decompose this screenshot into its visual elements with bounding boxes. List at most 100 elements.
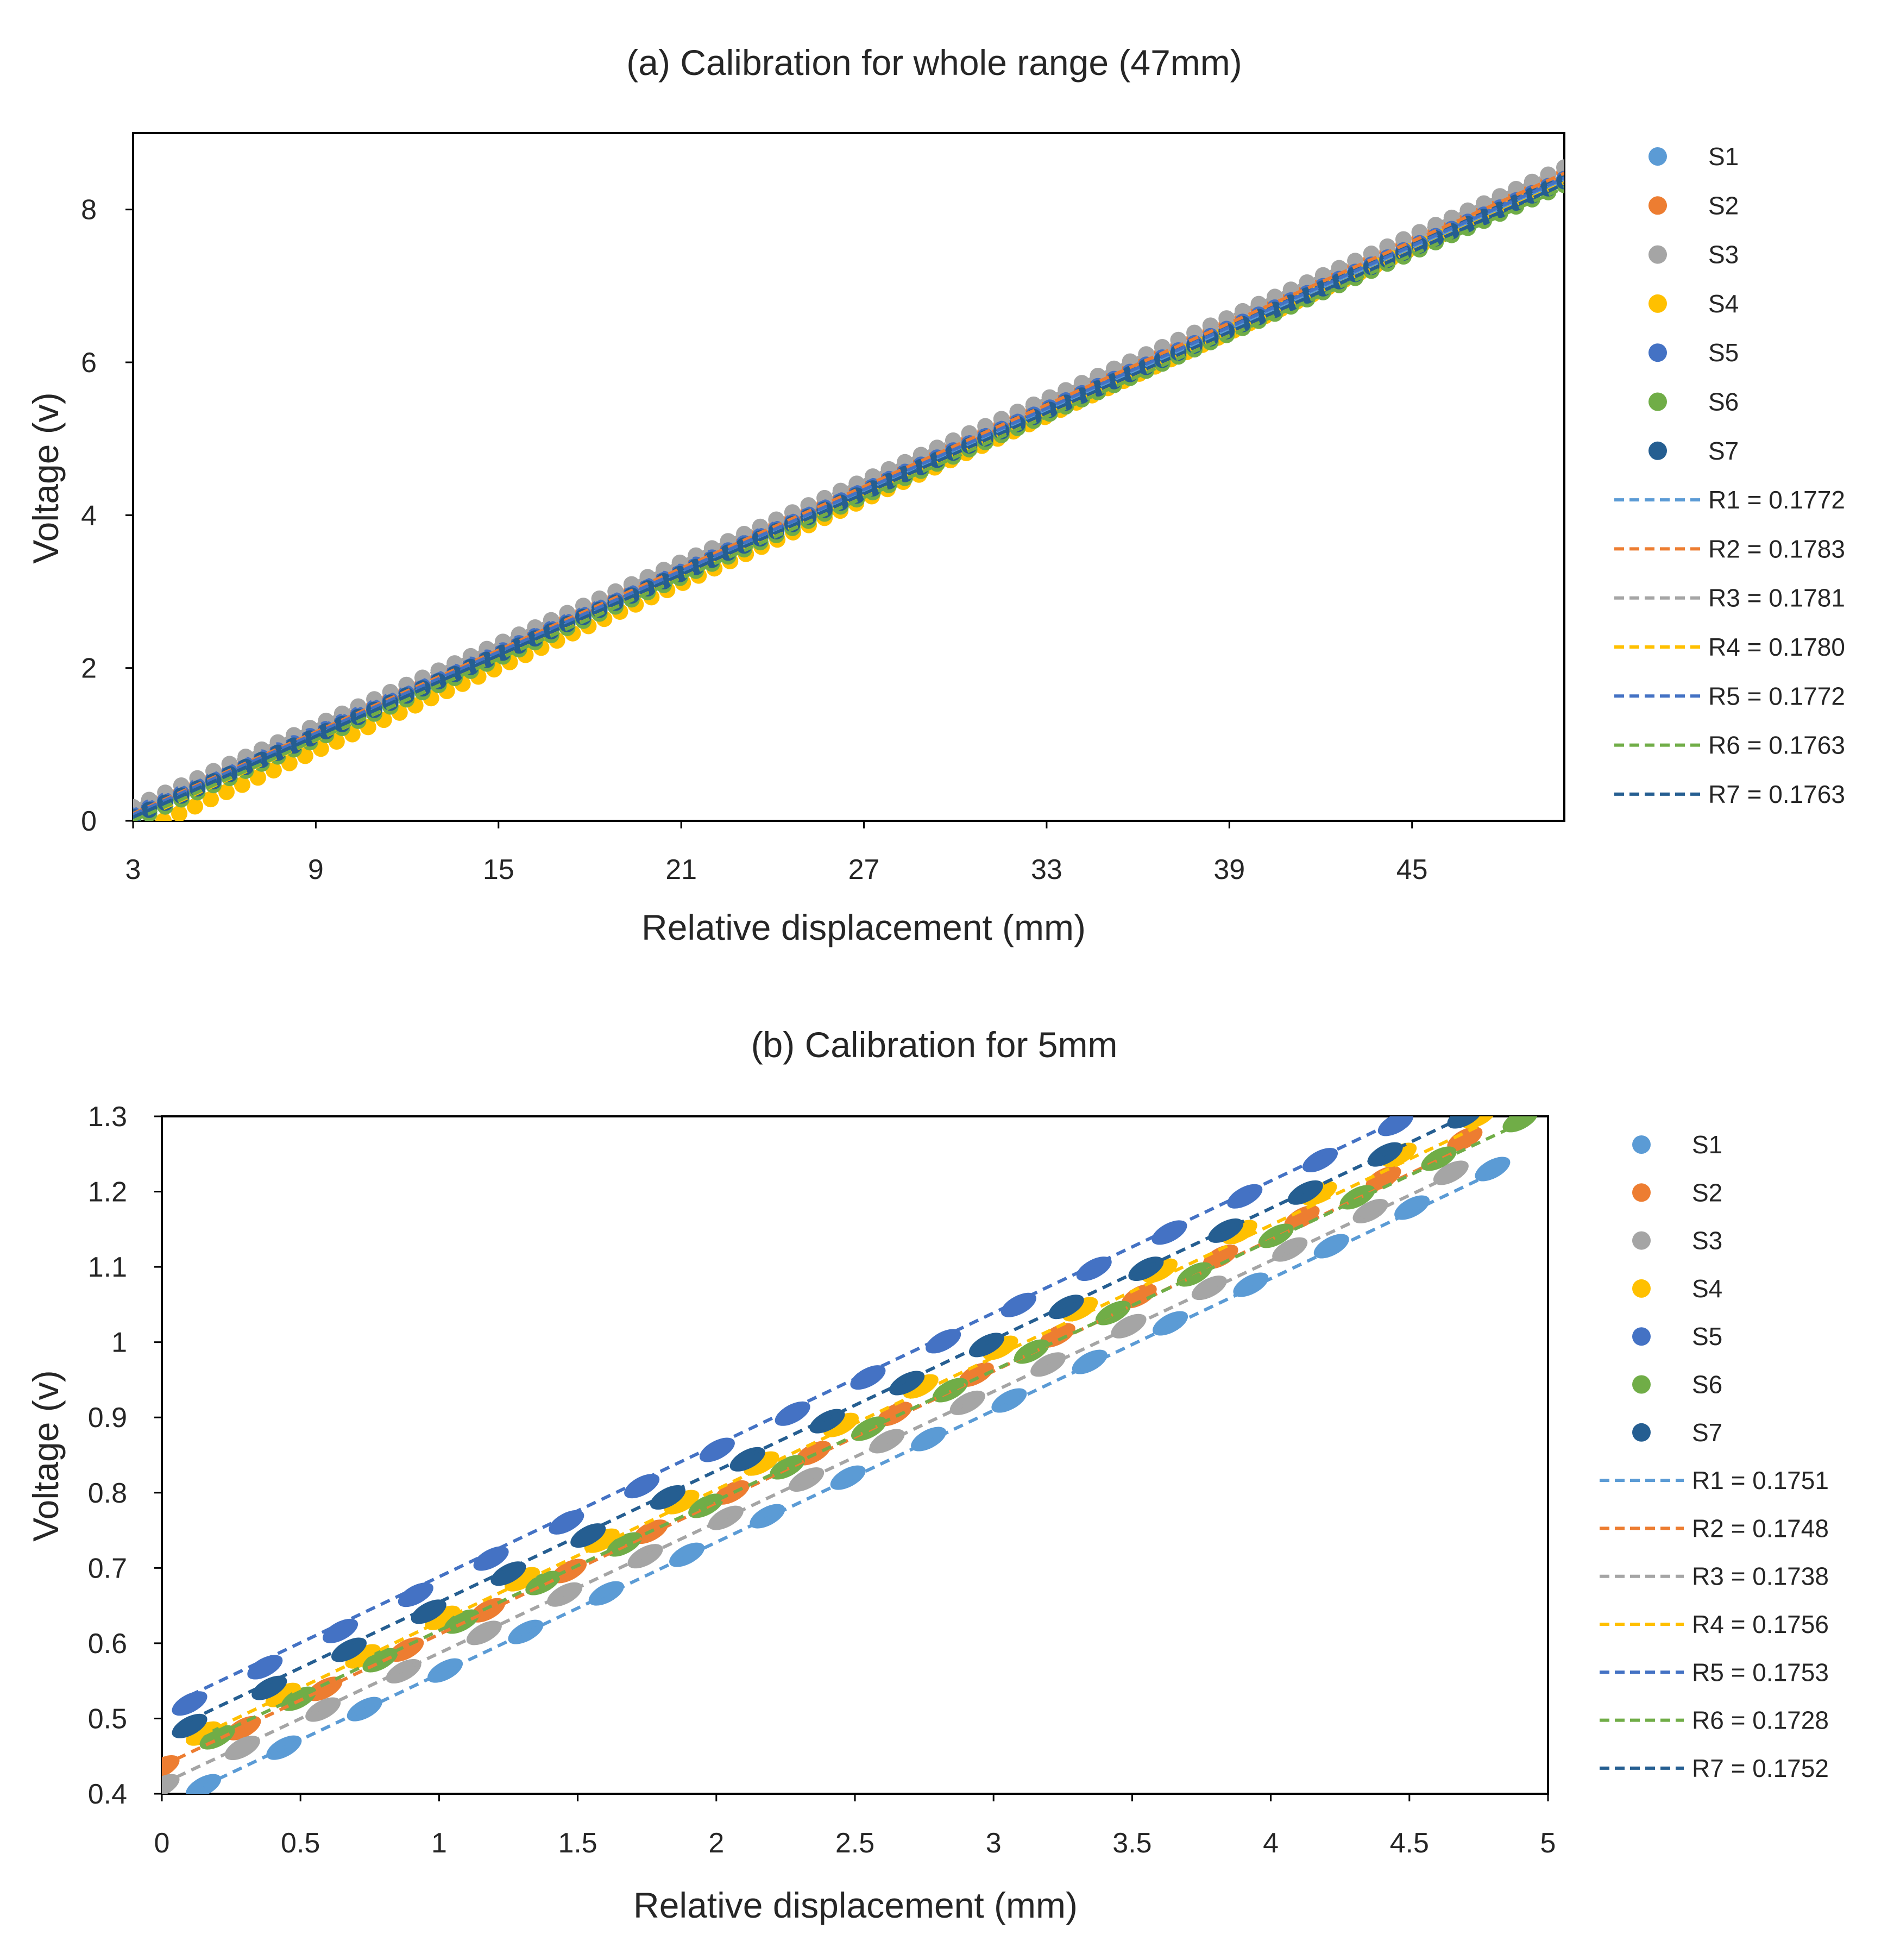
chart-b-title: (b) Calibration for 5mm (751, 1025, 1118, 1065)
data-point-S5 (1076, 1257, 1112, 1281)
legend-label-S2: S2 (1692, 1178, 1722, 1207)
x-tick-label: 0.5 (281, 1827, 320, 1859)
legend-marker-S5 (1632, 1327, 1651, 1346)
y-tick-label: 1.1 (88, 1252, 127, 1283)
data-point-S4 (187, 798, 204, 815)
data-point-S7 (809, 1409, 845, 1434)
legend-label-S6: S6 (1692, 1371, 1722, 1399)
legend-fit-label-7: R7 = 0.1763 (1708, 780, 1845, 808)
legend-fit-label-2: R2 = 0.1783 (1708, 535, 1845, 563)
legend-fit-label-1: R1 = 0.1751 (1692, 1466, 1829, 1494)
y-tick-label: 1.3 (88, 1101, 127, 1133)
data-point-S4 (155, 813, 172, 821)
legend-label-S3: S3 (1708, 241, 1739, 269)
data-point-S7 (570, 1523, 606, 1548)
legend-marker-S7 (1632, 1423, 1651, 1442)
data-point-S4 (265, 762, 282, 779)
y-tick-label: 0.7 (88, 1553, 127, 1584)
fit-line-1 (203, 1171, 1494, 1788)
chart-a-y-ticks: 0 2 4 6 8 (81, 194, 133, 837)
data-point-S4 (234, 776, 250, 793)
data-point-S2 (1284, 1205, 1320, 1230)
data-point-S7 (968, 1333, 1004, 1358)
chart-a-y-axis-title: Voltage (v) (26, 392, 66, 564)
data-point-S2 (162, 1755, 180, 1780)
data-point-S2 (1366, 1166, 1401, 1191)
chart-a-title: (a) Calibration for whole range (47mm) (626, 42, 1242, 83)
data-point-S7 (253, 751, 270, 768)
data-point-S3 (1433, 1160, 1469, 1185)
legend-label-S2: S2 (1708, 191, 1739, 219)
chart-b-legend: S1 S2 S3 S4 S5 S6 S7 R1 = 0.1751 R2 = 0.1748 R3 =… (1600, 1130, 1829, 1782)
data-point-S4 (218, 783, 235, 800)
legend-marker-S6 (1632, 1375, 1651, 1394)
chart-b: (b) Calibration for 5mm 0 0.5 1 1.5 2 2.5 3 3.5… (26, 1025, 1829, 1925)
x-tick-label: 1.5 (558, 1827, 597, 1859)
legend-label-S4: S4 (1692, 1274, 1722, 1303)
fit-line-3 (162, 1174, 1452, 1786)
chart-b-y-ticks: 0.4 0.5 0.6 0.7 0.8 0.9 1 1.1 1.2 1.3 (88, 1101, 162, 1810)
data-point-S7 (1556, 173, 1564, 190)
legend-label-S3: S3 (1692, 1227, 1722, 1255)
data-point-S5 (775, 1401, 810, 1426)
data-point-S5 (624, 1474, 660, 1499)
data-point-S7 (411, 1599, 446, 1624)
fit-line-3 (133, 165, 1564, 808)
legend-marker-S4 (1632, 1279, 1651, 1298)
fit-line-7 (133, 182, 1564, 819)
y-tick-label: 8 (81, 194, 97, 226)
data-point-S4 (664, 1490, 700, 1515)
fit-line-5 (133, 177, 1564, 816)
legend-marker-S5 (1648, 343, 1667, 362)
data-point-S2 (1121, 1284, 1157, 1309)
data-point-S7 (172, 1713, 207, 1738)
x-tick-label: 27 (848, 854, 880, 885)
data-point-S1 (1475, 1157, 1511, 1182)
legend-marker-S1 (1648, 147, 1667, 166)
data-point-S3 (1111, 1314, 1147, 1339)
chart-a-legend: S1 S2 S3 S4 S5 S6 S7 R1 = 0.1772 R2 = 0.1783 R3 =… (1614, 142, 1845, 808)
x-tick-label: 3 (125, 854, 141, 885)
legend-marker-S3 (1648, 245, 1667, 264)
legend-marker-S2 (1648, 196, 1667, 215)
y-tick-label: 0 (81, 806, 97, 837)
data-point-S5 (549, 1510, 584, 1535)
data-point-S1 (1072, 1349, 1108, 1374)
legend-fit-label-7: R7 = 0.1752 (1692, 1754, 1829, 1782)
data-point-S4 (171, 805, 188, 821)
fit-line-6 (133, 186, 1564, 821)
data-point-S4 (202, 791, 219, 808)
data-point-S7 (490, 1561, 526, 1586)
chart-b-plot-area (161, 1115, 1549, 1795)
legend-label-S5: S5 (1708, 338, 1739, 367)
x-tick-label: 45 (1396, 854, 1428, 885)
y-tick-label: 0.4 (88, 1779, 127, 1810)
fit-line-4 (203, 1125, 1480, 1736)
x-tick-label: 33 (1031, 854, 1062, 885)
chart-a-x-ticks: 3 9 15 21 27 33 39 45 (125, 821, 1428, 885)
legend-fit-label-5: R5 = 0.1753 (1692, 1658, 1829, 1686)
y-tick-label: 0.8 (88, 1478, 127, 1509)
x-tick-label: 0 (154, 1827, 170, 1859)
legend-marker-S7 (1648, 441, 1667, 460)
legend-fit-label-1: R1 = 0.1772 (1708, 486, 1845, 514)
chart-b-y-axis-title: Voltage (v) (26, 1370, 66, 1542)
legend-fit-label-4: R4 = 0.1780 (1708, 633, 1845, 661)
data-point-S4 (823, 1412, 859, 1437)
x-tick-label: 3 (986, 1827, 1002, 1859)
data-point-S2 (1203, 1244, 1238, 1269)
x-tick-label: 39 (1213, 854, 1245, 885)
x-tick-label: 15 (483, 854, 514, 885)
data-point-S5 (398, 1582, 433, 1607)
legend-marker-S2 (1632, 1183, 1651, 1202)
series-S5 (172, 1116, 1413, 1716)
data-point-S5 (247, 1655, 283, 1680)
data-point-S4 (903, 1374, 939, 1399)
x-tick-label: 2.5 (835, 1827, 874, 1859)
data-point-S4 (1142, 1258, 1178, 1283)
x-tick-label: 4 (1263, 1827, 1279, 1859)
data-point-S1 (186, 1774, 222, 1794)
data-point-S4 (983, 1335, 1018, 1360)
legend-fit-label-3: R3 = 0.1781 (1708, 584, 1845, 612)
legend-fit-label-2: R2 = 0.1748 (1692, 1514, 1829, 1542)
